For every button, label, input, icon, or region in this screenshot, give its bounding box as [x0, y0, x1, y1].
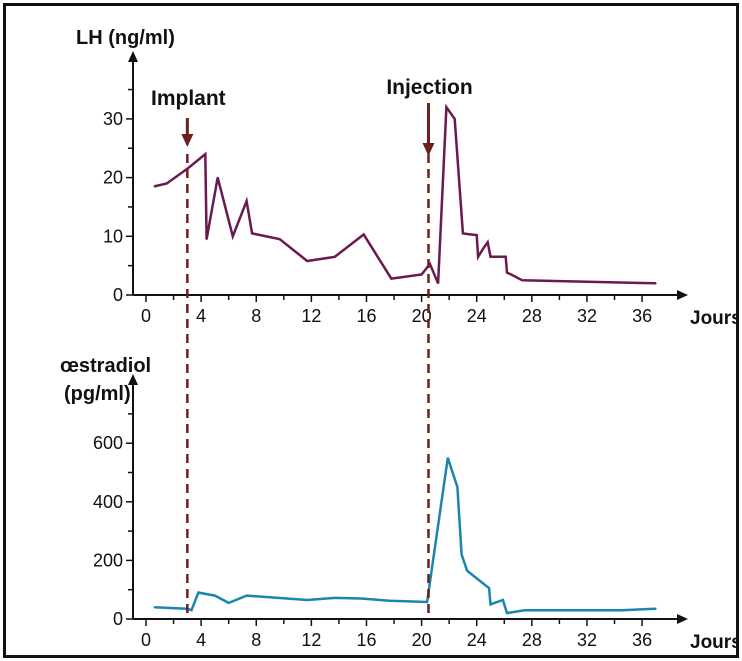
lh-x-axis-arrow — [677, 290, 688, 300]
estradiol-data-point — [214, 594, 216, 597]
lh-data-point — [278, 238, 281, 240]
lh-data-point — [521, 279, 523, 282]
estradiol-y-tick-label: 200 — [93, 550, 123, 570]
estradiol-x-tick-label: 20 — [412, 630, 432, 650]
estradiol-series-line — [154, 457, 656, 615]
estradiol-data-point — [489, 603, 492, 606]
estradiol-data-point — [506, 612, 508, 614]
lh-x-tick-label: 4 — [196, 306, 206, 326]
estradiol-data-point — [153, 606, 156, 609]
lh-x-tick-label: 24 — [467, 306, 487, 326]
lh-y-tick-label: 20 — [103, 168, 123, 188]
lh-x-tick-label: 36 — [632, 306, 652, 326]
estradiol-x-tick-label: 8 — [251, 630, 261, 650]
lh-data-point — [462, 232, 464, 235]
estradiol-data-point — [460, 553, 463, 556]
estradiol-data-point — [389, 600, 391, 602]
implant-arrow-icon — [181, 134, 194, 147]
estradiol-data-point — [456, 486, 459, 488]
lh-data-point — [486, 241, 489, 243]
estradiol-x-tick-label: 4 — [196, 630, 206, 650]
lh-data-point — [251, 232, 253, 235]
lh-x-tick-label: 16 — [356, 306, 376, 326]
estradiol-data-point — [245, 594, 248, 597]
chart-canvas: 0 4 8 12 16 20 24 28 32 36 0 10 20 30 Jours LH (ng/ml) 0… — [60, 27, 736, 653]
estradiol-x-tick-label: 32 — [577, 630, 597, 650]
lh-data-point — [453, 118, 456, 120]
estradiol-data-point — [360, 597, 362, 600]
lh-y-tick-label: 0 — [113, 285, 123, 305]
estradiol-data-point — [426, 601, 428, 603]
lh-data-point — [466, 233, 468, 235]
estradiol-data-point — [197, 591, 200, 594]
lh-x-tick-label: 8 — [251, 306, 261, 326]
lh-y-tick-label: 10 — [103, 226, 123, 246]
estradiol-data-point — [655, 607, 657, 610]
lh-x-axis-title: Jours — [690, 308, 736, 329]
estradiol-x-tick-label: 16 — [356, 630, 376, 650]
lh-x-tick-label: 20 — [412, 306, 432, 326]
estradiol-y-tick-label: 400 — [93, 492, 123, 512]
lh-data-point — [362, 233, 365, 236]
lh-data-point — [420, 273, 423, 276]
estradiol-data-point — [620, 609, 623, 611]
lh-data-point — [437, 282, 439, 285]
estradiol-data-point — [466, 569, 468, 572]
lh-data-point — [306, 260, 309, 262]
lh-x-tick-label: 12 — [301, 306, 321, 326]
lh-data-point — [165, 182, 168, 185]
lh-data-point — [205, 238, 208, 240]
lh-data-point — [204, 153, 207, 155]
estradiol-y-axis-title-line2: (pg/ml) — [64, 383, 131, 405]
estradiol-x-tick-label: 36 — [632, 630, 652, 650]
implant-label: Implant — [151, 87, 226, 110]
lh-series-line — [154, 103, 656, 285]
estradiol-data-point — [306, 599, 309, 601]
estradiol-x-tick-label: 24 — [467, 630, 487, 650]
lh-data-point — [445, 106, 448, 108]
lh-data-point — [245, 200, 248, 202]
estradiol-y-tick-label: 600 — [93, 433, 123, 453]
lh-data-point — [482, 247, 485, 249]
lh-data-point — [489, 256, 492, 258]
lh-data-point — [153, 185, 156, 188]
estradiol-x-axis-arrow — [677, 614, 688, 624]
lh-data-point — [216, 176, 219, 179]
lh-data-point — [475, 234, 478, 236]
lh-y-tick-label: 30 — [103, 109, 123, 129]
lh-y-axis-arrow — [128, 51, 138, 62]
estradiol-x-tick-label: 0 — [141, 630, 151, 650]
lh-data-point — [655, 282, 657, 285]
lh-x-tick-label: 32 — [577, 306, 597, 326]
estradiol-data-point — [277, 597, 280, 599]
estradiol-data-point — [227, 602, 230, 604]
estradiol-y-axis-title-line1: œstradiol — [60, 355, 151, 377]
estradiol-data-point — [447, 457, 449, 459]
figure-frame: 0 4 8 12 16 20 24 28 32 36 0 10 20 30 Jours LH (ng/ml) 0… — [3, 3, 739, 658]
injection-arrow-icon — [422, 143, 435, 156]
estradiol-data-point — [190, 609, 193, 611]
lh-data-point — [504, 256, 507, 258]
estradiol-y-tick-label: 0 — [113, 609, 123, 629]
lh-x-tick-label: 28 — [522, 306, 542, 326]
lh-data-point — [390, 277, 393, 280]
estradiol-data-point — [488, 587, 490, 589]
lh-data-point — [477, 256, 479, 258]
lh-data-point — [232, 235, 234, 238]
lh-data-point — [334, 256, 336, 258]
lh-x-tick-label: 0 — [141, 306, 151, 326]
lh-data-point — [510, 273, 512, 276]
estradiol-y-axis-arrow — [128, 374, 138, 385]
estradiol-x-axis-title: Jours — [690, 632, 736, 653]
lh-data-point — [506, 271, 508, 274]
estradiol-data-point — [524, 609, 526, 611]
lh-y-axis-title: LH (ng/ml) — [76, 27, 175, 49]
estradiol-data-point — [502, 599, 504, 601]
estradiol-x-tick-label: 12 — [301, 630, 321, 650]
injection-label: Injection — [386, 76, 472, 99]
estradiol-x-tick-label: 28 — [522, 630, 542, 650]
estradiol-data-point — [334, 597, 336, 599]
